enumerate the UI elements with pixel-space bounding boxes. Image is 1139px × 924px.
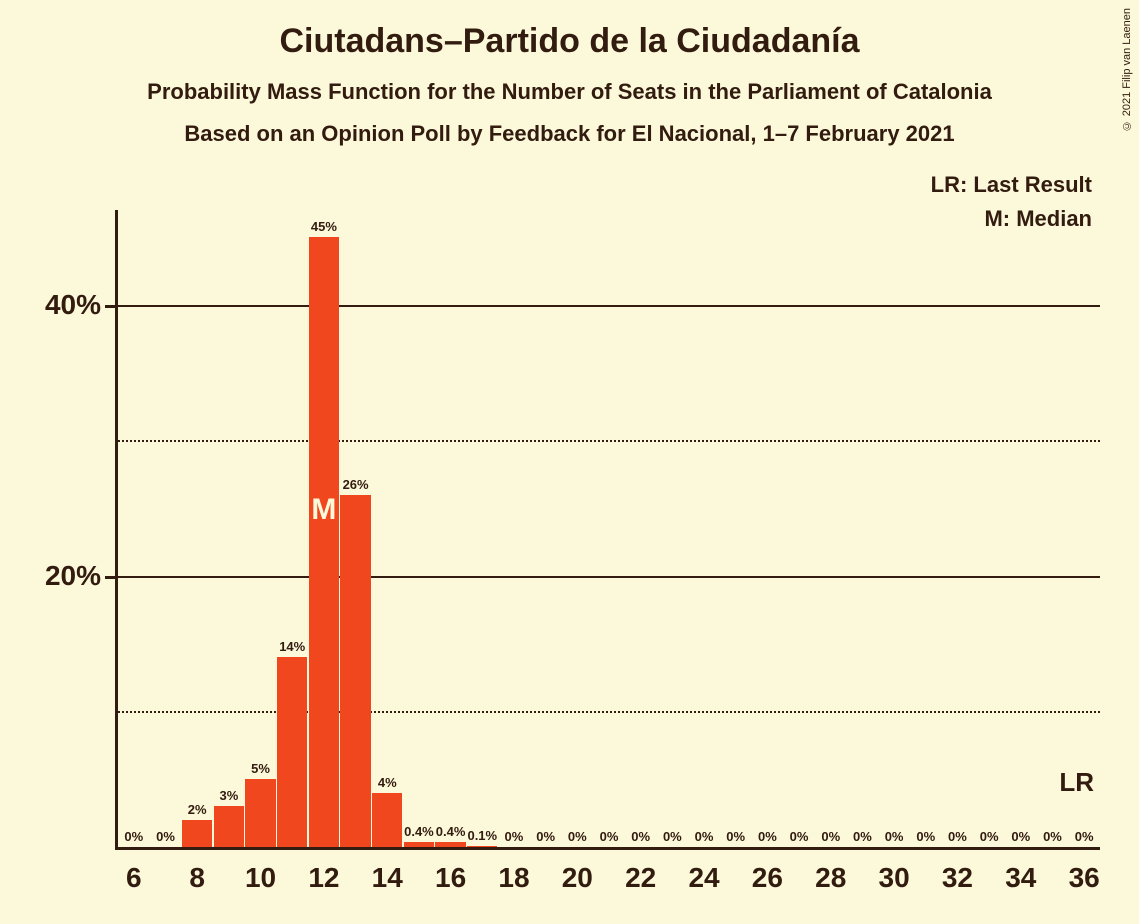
x-tick-label: 16 [435, 862, 466, 894]
bar-value-label: 0% [948, 829, 967, 844]
copyright-notice: © 2021 Filip van Laenen [1121, 8, 1133, 131]
bar-value-label: 0% [853, 829, 872, 844]
bar-value-label: 0.4% [436, 824, 466, 839]
y-tick-label: 20% [45, 560, 101, 592]
bar-seat-17: 0.1% [467, 846, 497, 847]
x-tick-label: 10 [245, 862, 276, 894]
x-tick-label: 26 [752, 862, 783, 894]
bar-value-label: 2% [188, 802, 207, 817]
chart-subtitle: Probability Mass Function for the Number… [0, 79, 1139, 105]
bars-container: 0%0%2%3%5%14%45%M26%4%0.4%0.4%0.1%0%0%0%… [118, 210, 1100, 847]
bar-seat-15: 0.4% [404, 842, 434, 847]
chart-subsubtitle: Based on an Opinion Poll by Feedback for… [0, 121, 1139, 147]
median-marker: M [311, 493, 336, 527]
bar-seat-8: 2% [182, 820, 212, 847]
bar-value-label: 0% [916, 829, 935, 844]
bar-value-label: 26% [343, 477, 369, 492]
bar-value-label: 45% [311, 219, 337, 234]
bar-value-label: 0% [1011, 829, 1030, 844]
bar-value-label: 5% [251, 761, 270, 776]
x-tick-label: 12 [308, 862, 339, 894]
x-tick-label: 30 [879, 862, 910, 894]
chart-plot-area: 20%40% LR: Last Result M: Median 0%0%2%3… [115, 210, 1100, 850]
bar-value-label: 0% [536, 829, 555, 844]
y-tick-label: 40% [45, 289, 101, 321]
y-tick-mark [105, 576, 115, 579]
bar-value-label: 0% [568, 829, 587, 844]
x-tick-label: 20 [562, 862, 593, 894]
bar-value-label: 0% [505, 829, 524, 844]
bar-value-label: 0% [790, 829, 809, 844]
bar-value-label: 0% [663, 829, 682, 844]
bar-value-label: 0.4% [404, 824, 434, 839]
chart-title: Ciutadans–Partido de la Ciudadanía [0, 0, 1139, 61]
bar-value-label: 0% [821, 829, 840, 844]
bar-value-label: 0% [1043, 829, 1062, 844]
x-tick-label: 34 [1005, 862, 1036, 894]
x-tick-label: 18 [498, 862, 529, 894]
legend-last-result: LR: Last Result [931, 172, 1092, 198]
bar-value-label: 0% [758, 829, 777, 844]
x-tick-label: 6 [126, 862, 142, 894]
bar-value-label: 0% [980, 829, 999, 844]
bar-value-label: 0% [885, 829, 904, 844]
bar-value-label: 14% [279, 639, 305, 654]
x-tick-label: 28 [815, 862, 846, 894]
last-result-marker: LR [1059, 767, 1094, 798]
x-tick-label: 24 [688, 862, 719, 894]
bar-value-label: 0% [695, 829, 714, 844]
x-tick-label: 32 [942, 862, 973, 894]
bar-value-label: 0% [156, 829, 175, 844]
x-tick-label: 8 [189, 862, 205, 894]
x-tick-label: 22 [625, 862, 656, 894]
bar-seat-12: 45%M [309, 237, 339, 847]
bar-value-label: 4% [378, 775, 397, 790]
x-axis [115, 847, 1100, 850]
bar-seat-10: 5% [245, 779, 275, 847]
bar-value-label: 0.1% [467, 828, 497, 843]
x-tick-label: 14 [372, 862, 403, 894]
bar-seat-9: 3% [214, 806, 244, 847]
x-tick-label: 36 [1069, 862, 1100, 894]
bar-seat-14: 4% [372, 793, 402, 847]
bar-value-label: 0% [600, 829, 619, 844]
bar-value-label: 0% [726, 829, 745, 844]
bar-value-label: 3% [219, 788, 238, 803]
bar-value-label: 0% [631, 829, 650, 844]
bar-seat-16: 0.4% [435, 842, 465, 847]
bar-seat-13: 26% [340, 495, 370, 847]
bar-value-label: 0% [124, 829, 143, 844]
bar-seat-11: 14% [277, 657, 307, 847]
y-tick-mark [105, 305, 115, 308]
bar-value-label: 0% [1075, 829, 1094, 844]
